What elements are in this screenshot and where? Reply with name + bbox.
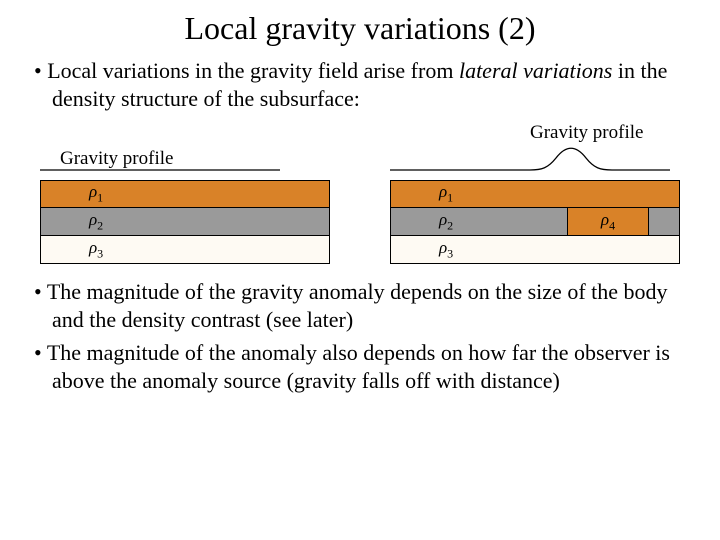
layer-right-1: ρ1	[390, 180, 680, 208]
layer-right-3: ρ3	[390, 236, 680, 264]
figure-row: Gravity profile ρ1 ρ2 ρ3 Gravity profile ρ…	[30, 120, 690, 264]
layers-left: ρ1 ρ2 ρ3	[40, 180, 330, 264]
layer-left-1: ρ1	[40, 180, 330, 208]
profile-label-left: Gravity profile	[60, 148, 173, 170]
profile-area-left: Gravity profile	[40, 120, 330, 180]
rho-label: ρ3	[391, 238, 453, 261]
rho-label: ρ2	[391, 210, 453, 233]
layers-right: ρ1 ρ2 ρ4 ρ3	[390, 180, 680, 264]
bullet-1-pre: Local variations in the gravity field ar…	[47, 58, 459, 83]
profile-area-right: Gravity profile	[390, 120, 680, 180]
layer-left-2: ρ2	[40, 208, 330, 236]
bullet-1: Local variations in the gravity field ar…	[30, 57, 690, 112]
rho-label-intrusion: ρ4	[601, 210, 615, 233]
bullet-2: The magnitude of the gravity anomaly dep…	[30, 278, 690, 333]
bump-profile-path	[390, 148, 670, 170]
figure-left: Gravity profile ρ1 ρ2 ρ3	[40, 120, 330, 264]
slide-title: Local gravity variations (2)	[30, 10, 690, 47]
rho-label: ρ1	[391, 182, 453, 205]
intrusion-body: ρ4	[567, 208, 649, 235]
figure-right: Gravity profile ρ1 ρ2 ρ4 ρ3	[390, 120, 680, 264]
layer-right-2: ρ2 ρ4	[390, 208, 680, 236]
profile-label-right: Gravity profile	[530, 122, 643, 144]
rho-label: ρ1	[41, 182, 103, 205]
rho-label: ρ3	[41, 238, 103, 261]
rho-label: ρ2	[41, 210, 103, 233]
layer-left-3: ρ3	[40, 236, 330, 264]
bullet-3: The magnitude of the anomaly also depend…	[30, 339, 690, 394]
bullet-1-italic: lateral variations	[459, 58, 612, 83]
